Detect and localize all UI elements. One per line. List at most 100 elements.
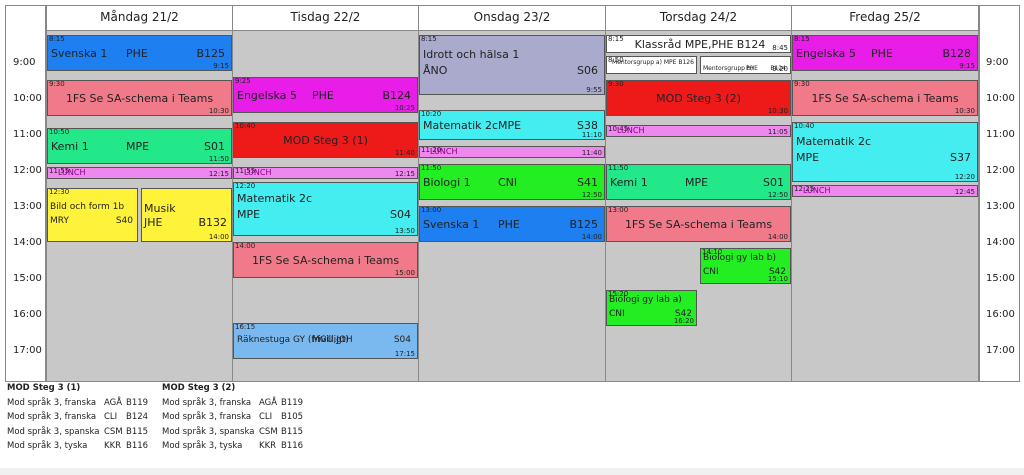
lunch-block[interactable]: 12:25 12:45 LUNCH bbox=[792, 185, 978, 197]
lesson-name: MOD Steg 3 (1) bbox=[283, 134, 368, 147]
legend-teacher: CLI bbox=[259, 412, 273, 422]
legend-room: B105 bbox=[281, 412, 304, 422]
time-label-11-00: 11:00 bbox=[13, 129, 42, 140]
lesson-name: 1FS Se SA-schema i Teams bbox=[251, 254, 400, 267]
end-time: 9:55 bbox=[586, 86, 602, 94]
teacher-code: MGU,JOH bbox=[312, 335, 353, 345]
start-time: 11:20 bbox=[421, 146, 442, 154]
lesson-block[interactable]: 14:00 Musik JHE B132 bbox=[141, 188, 232, 242]
lesson-name: Bild och form 1b bbox=[50, 202, 125, 212]
teacher-code: MPE bbox=[796, 151, 820, 164]
lesson-block[interactable]: 9:30 10:30 1FS Se SA-schema i Teams bbox=[47, 80, 232, 116]
time-label-16-00: 16:00 bbox=[13, 309, 42, 320]
end-time: 12:20 bbox=[954, 173, 975, 181]
teacher-code: ÅNO bbox=[423, 64, 448, 77]
time-label-17-00: 17:00 bbox=[13, 345, 42, 356]
lesson-name: Räknestuga GY (frivilligt) bbox=[237, 335, 349, 345]
legend-room: B119 bbox=[281, 397, 304, 408]
lesson-block[interactable]: 11:50 12:50 Kemi 1 MPE S01 bbox=[606, 164, 791, 200]
lesson-block[interactable]: 9:30 10:30 MOD Steg 3 (2) bbox=[606, 80, 791, 116]
end-time: 12:15 bbox=[394, 170, 415, 178]
start-time: 10:40 bbox=[794, 122, 815, 130]
lesson-block[interactable]: 10:40 11:40 MOD Steg 3 (1) bbox=[233, 122, 418, 158]
start-time: 13:00 bbox=[608, 206, 629, 214]
legend-course: Mod språk 3, franska bbox=[162, 397, 252, 408]
room-code: S37 bbox=[950, 151, 971, 164]
lesson-block[interactable]: 8:15 9:15 Svenska 1 PHE B125 bbox=[47, 35, 232, 71]
teacher-code: PHE bbox=[126, 47, 148, 60]
legend-room: B116 bbox=[126, 441, 149, 451]
time-gutter-left: 9:00 10:00 11:00 12:00 13:00 14:00 15:00 16:00 1… bbox=[5, 5, 46, 382]
end-time: 12:45 bbox=[954, 188, 975, 196]
lesson-name: 1FS Se SA-schema i Teams bbox=[624, 218, 773, 231]
lesson-block[interactable]: 14:10 15:10 Biologi gy lab b) CNI S42 bbox=[700, 248, 791, 284]
lesson-block[interactable]: 13:00 14:00 Svenska 1 PHE B125 bbox=[419, 206, 605, 242]
room-code: S01 bbox=[204, 140, 225, 153]
lesson-name: Matematik 2c bbox=[237, 192, 313, 205]
teacher-code: PHE bbox=[871, 47, 893, 60]
lesson-block[interactable]: 16:15 17:15 Räknestuga GY (frivilligt) MGU,… bbox=[233, 323, 418, 359]
legend-row: Mod språk 3, franska AGÅ B119 bbox=[7, 396, 148, 411]
lesson-block[interactable]: 8:15 9:55 Idrott och hälsa 1 ÅNO S06 bbox=[419, 35, 605, 95]
start-time: 9:25 bbox=[235, 77, 251, 85]
lesson-block[interactable]: 8:15 9:15 Engelska 5 PHE B128 bbox=[792, 35, 978, 71]
start-time: 11:55 bbox=[49, 167, 70, 175]
lesson-name: LUNCH bbox=[617, 126, 645, 135]
lesson-block[interactable]: 11:50 12:50 Biologi 1 CNI S41 bbox=[419, 164, 605, 200]
end-time: 16:20 bbox=[673, 317, 694, 325]
day-column-4: Torsdag 24/2 8:15 8:45 Klassråd MPE,PHE B12… bbox=[605, 5, 792, 382]
legend-teacher: CSM bbox=[259, 426, 278, 437]
start-time: 12:30 bbox=[49, 188, 70, 196]
time-label-10-00: 10:00 bbox=[13, 93, 42, 104]
room-code: S40 bbox=[115, 216, 133, 226]
end-time: 14:00 bbox=[581, 233, 602, 241]
lesson-block[interactable]: 10:50 11:50 Kemi 1 MPE S01 bbox=[47, 128, 232, 164]
time-label-17-00: 17:00 bbox=[986, 345, 1015, 356]
end-time: 9:15 bbox=[213, 62, 229, 70]
legend-course: Mod språk 3, franska bbox=[7, 397, 97, 408]
lesson-block[interactable]: 9:30 10:30 1FS Se SA-schema i Teams bbox=[792, 80, 978, 116]
legend-teacher: KKR bbox=[259, 441, 277, 451]
teacher-code: MRY bbox=[50, 216, 69, 226]
lesson-block[interactable]: 10:20 11:10 Matematik 2c MPE S38 bbox=[419, 110, 605, 140]
end-time: 13:50 bbox=[394, 227, 415, 235]
lunch-block[interactable]: 11:55 12:15 LUNCH bbox=[233, 167, 418, 179]
lesson-name: LUNCH bbox=[803, 186, 831, 195]
lunch-block[interactable]: 11:20 11:40 LUNCH bbox=[419, 146, 605, 158]
lesson-name: Matematik 2c bbox=[796, 135, 872, 148]
lesson-block[interactable]: 8:15 8:45 Klassråd MPE,PHE B124 bbox=[606, 35, 791, 53]
lesson-block[interactable]: 12:20 13:50 Matematik 2c MPE S04 bbox=[233, 182, 418, 236]
lesson-name: Mentorsgrupp b) bbox=[703, 65, 754, 72]
end-time: 11:10 bbox=[581, 131, 602, 139]
legend-row: Mod språk 3, spanska CSM B115 bbox=[162, 425, 303, 440]
lesson-name: LUNCH bbox=[430, 147, 458, 156]
day-header: Måndag 21/2 bbox=[47, 5, 232, 31]
lesson-block[interactable]: 9:20 Mentorsgrupp b) PHE B124 bbox=[700, 56, 791, 74]
end-time: 15:10 bbox=[767, 275, 788, 283]
lesson-block[interactable]: 15:20 16:20 Biologi gy lab a) CNI S42 bbox=[606, 290, 697, 326]
legend-room: B115 bbox=[126, 426, 149, 437]
lesson-name: Kemi 1 bbox=[51, 140, 89, 153]
time-label-14-00: 14:00 bbox=[13, 237, 42, 248]
lesson-name: Biologi gy lab a) bbox=[609, 295, 682, 305]
lesson-name: Engelska 5 bbox=[237, 89, 297, 102]
legend-course: Mod språk 3, franska bbox=[162, 412, 252, 422]
legend-row: Mod språk 3, spanska CSM B115 bbox=[7, 425, 148, 440]
room-code: S04 bbox=[390, 208, 411, 221]
lunch-block[interactable]: 11:55 12:15 LUNCH bbox=[47, 167, 232, 179]
lesson-name: Klassråd MPE,PHE B124 bbox=[634, 38, 766, 51]
lesson-block[interactable]: 12:30 Bild och form 1b MRY S40 bbox=[47, 188, 138, 242]
room-code: S06 bbox=[577, 64, 598, 77]
end-time: 17:15 bbox=[394, 350, 415, 358]
legend-title: MOD Steg 3 (2) bbox=[162, 383, 236, 393]
end-time: 11:50 bbox=[208, 155, 229, 163]
lesson-block[interactable]: 8:50 Mentorsgrupp a) MPE B126 bbox=[606, 56, 697, 74]
lesson-block[interactable]: 9:25 10:25 Engelska 5 PHE B124 bbox=[233, 77, 418, 113]
lesson-name: LUNCH bbox=[58, 168, 86, 177]
lesson-block[interactable]: 13:00 14:00 1FS Se SA-schema i Teams bbox=[606, 206, 791, 242]
legend-teacher: CSM bbox=[104, 426, 123, 437]
lesson-block[interactable]: 14:00 15:00 1FS Se SA-schema i Teams bbox=[233, 242, 418, 278]
lesson-block[interactable]: 10:40 12:20 Matematik 2c MPE S37 bbox=[792, 122, 978, 182]
legend-teacher: AGÅ bbox=[259, 397, 278, 408]
lunch-block[interactable]: 10:45 11:05 LUNCH bbox=[606, 125, 791, 137]
